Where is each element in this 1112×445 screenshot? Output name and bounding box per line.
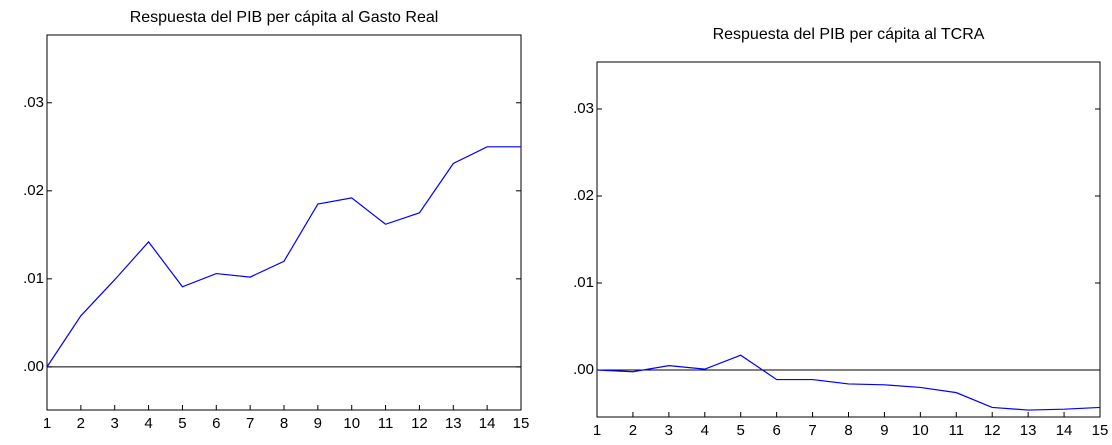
x-tick-label: 11 bbox=[378, 415, 394, 432]
x-tick-label: 5 bbox=[737, 422, 745, 439]
x-tick-label: 15 bbox=[1092, 422, 1109, 439]
x-tick-label: 13 bbox=[445, 415, 462, 432]
x-tick-label: 15 bbox=[513, 415, 530, 432]
y-tick-label: .03 bbox=[573, 100, 594, 117]
x-tick-label: 3 bbox=[111, 415, 119, 432]
y-tick-label: .00 bbox=[573, 361, 594, 378]
x-tick-label: 7 bbox=[246, 415, 254, 432]
x-tick-label: 7 bbox=[808, 422, 816, 439]
x-tick-label: 12 bbox=[411, 415, 428, 432]
x-tick-label: 6 bbox=[212, 415, 220, 432]
y-tick-label: .01 bbox=[23, 270, 44, 287]
plot-frame bbox=[46, 34, 522, 411]
x-tick-label: 12 bbox=[984, 422, 1001, 439]
x-tick-label: 10 bbox=[912, 422, 929, 439]
plot-frame bbox=[596, 61, 1101, 418]
data-line bbox=[46, 146, 521, 368]
y-tick-label: .01 bbox=[573, 274, 594, 291]
x-tick-label: 4 bbox=[144, 415, 152, 432]
x-tick-label: 6 bbox=[772, 422, 780, 439]
chart-title: Respuesta del PIB per cápita al Gasto Re… bbox=[130, 9, 439, 26]
x-tick-label: 1 bbox=[593, 422, 601, 439]
x-tick-label: 2 bbox=[629, 422, 637, 439]
y-tick-label: .02 bbox=[23, 182, 44, 199]
x-tick-label: 2 bbox=[77, 415, 85, 432]
x-tick-label: 4 bbox=[701, 422, 709, 439]
x-tick-label: 10 bbox=[343, 415, 360, 432]
y-tick-label: .02 bbox=[573, 187, 594, 204]
x-tick-label: 9 bbox=[314, 415, 322, 432]
chart-title: Respuesta del PIB per cápita al TCRA bbox=[713, 26, 985, 43]
x-tick-label: 8 bbox=[844, 422, 852, 439]
y-tick-label: .03 bbox=[23, 94, 44, 111]
x-tick-label: 1 bbox=[43, 415, 51, 432]
data-line bbox=[596, 354, 1101, 411]
x-tick-label: 3 bbox=[665, 422, 673, 439]
x-tick-label: 8 bbox=[280, 415, 288, 432]
x-tick-label: 9 bbox=[880, 422, 888, 439]
x-tick-label: 11 bbox=[948, 422, 964, 439]
x-tick-label: 14 bbox=[1056, 422, 1073, 439]
x-tick-label: 14 bbox=[479, 415, 496, 432]
y-tick-label: .00 bbox=[23, 358, 44, 375]
x-tick-label: 13 bbox=[1020, 422, 1037, 439]
x-tick-label: 5 bbox=[178, 415, 186, 432]
